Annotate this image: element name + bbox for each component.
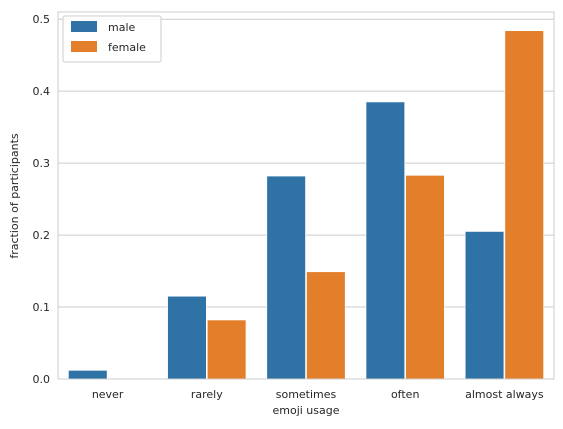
- bar-male: [68, 370, 108, 380]
- x-tick-labels: never rarely sometimes often almost always: [92, 388, 544, 401]
- x-axis-label: emoji usage: [272, 404, 339, 417]
- y-tick-label: 0.1: [33, 301, 51, 314]
- legend-label-female: female: [108, 41, 146, 54]
- bar-female: [405, 175, 445, 380]
- y-tick-label: 0.2: [33, 229, 51, 242]
- legend-swatch-male: [71, 21, 97, 32]
- y-axis-label: fraction of participants: [8, 133, 21, 259]
- x-tick-label: often: [391, 388, 419, 401]
- legend: male female: [62, 15, 162, 63]
- y-tick-labels: 0.0 0.1 0.2 0.3 0.4 0.5: [33, 13, 51, 386]
- legend-label-male: male: [108, 21, 136, 34]
- y-tick-label: 0.0: [33, 373, 51, 386]
- x-tick-label: sometimes: [276, 388, 337, 401]
- bar-female: [306, 271, 346, 380]
- bar-male: [167, 295, 207, 380]
- y-tick-label: 0.5: [33, 13, 51, 26]
- y-tick-label: 0.4: [33, 85, 51, 98]
- x-tick-label: almost always: [465, 388, 544, 401]
- bar-male: [365, 101, 405, 380]
- bar-female: [207, 319, 247, 380]
- bar-male: [464, 231, 505, 380]
- bars-group: [68, 30, 544, 380]
- y-tick-label: 0.3: [33, 157, 51, 170]
- bar-female: [504, 30, 544, 380]
- x-tick-label: rarely: [191, 388, 223, 401]
- x-tick-label: never: [92, 388, 124, 401]
- legend-swatch-female: [71, 41, 97, 52]
- plot-frame: [57, 11, 555, 380]
- bar-male: [266, 175, 306, 380]
